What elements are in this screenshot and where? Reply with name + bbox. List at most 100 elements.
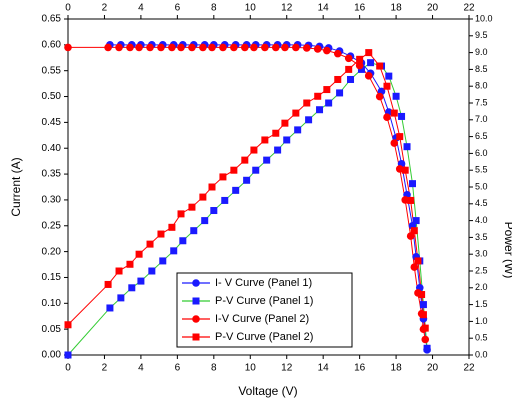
circle-marker [383, 113, 391, 122]
square-marker [250, 146, 258, 154]
circle-marker [219, 43, 227, 52]
x-tick-label: 4 [138, 363, 144, 374]
square-marker [396, 133, 404, 141]
square-marker [356, 55, 364, 63]
square-marker [230, 166, 238, 174]
square-marker [221, 196, 229, 204]
y2-tick-label: 9.0 [475, 47, 488, 57]
y2-tick-label: 5.0 [475, 181, 488, 191]
circle-marker [421, 335, 430, 344]
circle-marker [271, 43, 280, 52]
y2-tick-label: 4.5 [475, 198, 488, 208]
square-marker [294, 126, 302, 134]
x-tick-label: 16 [354, 363, 366, 374]
square-marker [117, 294, 125, 302]
square-marker [148, 267, 156, 275]
square-marker [252, 166, 260, 174]
square-marker [303, 99, 311, 107]
square-marker [146, 240, 154, 248]
square-marker [272, 129, 280, 137]
y2-tick-label: 2.5 [475, 265, 488, 275]
y-tick-label: 0.40 [42, 143, 62, 154]
circle-marker [199, 43, 207, 52]
circle-marker [177, 43, 185, 52]
y-tick-label: 0.35 [42, 169, 62, 180]
x-tick-label: 12 [281, 363, 293, 374]
x-tick-label: 20 [427, 363, 439, 374]
circle-marker [281, 43, 289, 52]
circle-marker [261, 43, 269, 52]
y-tick-label: 0.20 [42, 246, 62, 257]
x-top-tick-label: 4 [138, 3, 144, 14]
circle-marker [401, 196, 410, 204]
y2-tick-label: 7.5 [475, 97, 488, 107]
x-tick-label: 8 [211, 363, 217, 374]
x-top-tick-label: 22 [463, 3, 475, 14]
circle-marker [241, 43, 249, 52]
y-tick-label: 0.60 [42, 39, 62, 50]
circle-marker [146, 43, 154, 52]
square-marker [376, 62, 384, 70]
square-marker [241, 156, 249, 164]
circle-marker [115, 43, 123, 52]
square-marker [414, 257, 422, 265]
y2-tick-label: 1.0 [475, 316, 488, 326]
square-marker [419, 311, 427, 319]
square-marker [281, 119, 289, 127]
square-marker [137, 277, 145, 285]
square-marker [190, 227, 198, 235]
legend-label: I-V Curve (Panel 2) [215, 313, 309, 325]
legend-label: P-V Curve (Panel 2) [215, 331, 313, 343]
square-marker [367, 59, 375, 67]
legend-marker [192, 333, 200, 341]
square-marker [261, 136, 269, 144]
x-axis-label: Voltage (V) [238, 384, 297, 398]
y2-tick-label: 5.5 [475, 165, 488, 175]
square-marker [390, 109, 398, 117]
y2-tick-label: 2.0 [475, 282, 488, 292]
y2-axis-label: Power (W) [502, 222, 512, 279]
square-marker [243, 176, 251, 184]
square-marker [128, 284, 136, 292]
square-marker [157, 230, 165, 238]
square-marker [410, 227, 418, 235]
x-top-tick-label: 14 [318, 3, 330, 14]
square-marker [64, 321, 72, 329]
square-marker [106, 304, 114, 312]
square-marker [64, 351, 72, 359]
y-tick-label: 0.15 [42, 272, 62, 283]
square-marker [401, 166, 409, 174]
circle-marker [333, 49, 342, 58]
y2-tick-label: 8.5 [475, 64, 488, 74]
square-marker [292, 109, 300, 117]
y2-tick-label: 10.0 [475, 13, 493, 23]
circle-marker [344, 54, 353, 63]
x-tick-label: 18 [391, 363, 403, 374]
x-top-tick-label: 16 [354, 3, 366, 14]
square-marker [423, 344, 431, 352]
x-top-tick-label: 6 [175, 3, 181, 14]
square-marker [219, 173, 227, 181]
square-marker [334, 75, 342, 83]
square-marker [357, 65, 365, 73]
legend-marker [192, 315, 200, 323]
x-top-tick-label: 8 [211, 3, 217, 14]
x-tick-label: 0 [65, 363, 71, 374]
circle-marker [364, 72, 373, 80]
circle-marker [390, 139, 399, 147]
square-marker [201, 217, 209, 225]
square-marker [126, 260, 134, 268]
square-marker [407, 196, 415, 204]
square-marker [177, 210, 185, 218]
x-top-tick-label: 12 [281, 3, 293, 14]
circle-marker [410, 263, 419, 271]
square-marker [274, 146, 282, 154]
circle-marker [230, 43, 238, 52]
y-tick-label: 0.30 [42, 195, 62, 206]
circle-marker [323, 46, 331, 55]
y2-tick-label: 6.0 [475, 148, 488, 158]
square-marker [135, 250, 143, 258]
square-marker [263, 156, 271, 164]
square-marker [115, 267, 123, 275]
